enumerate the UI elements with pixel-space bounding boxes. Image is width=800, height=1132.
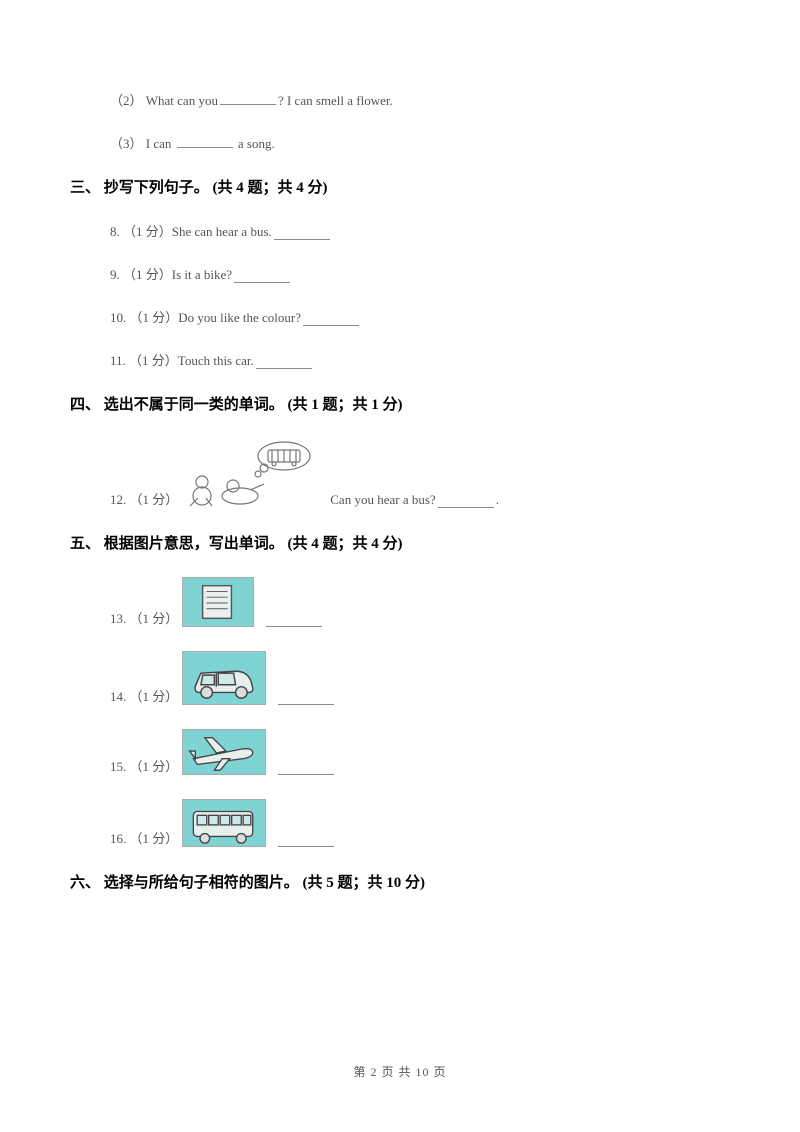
blank[interactable]: [274, 227, 330, 240]
sub-question-2: （2） What can you ? I can smell a flower.: [110, 90, 730, 109]
subq2-prefix: （2） What can you: [110, 93, 218, 108]
question-11: 11. （1 分） Touch this car.: [110, 350, 730, 369]
question-15: 15. （1 分）: [110, 729, 730, 775]
thumb-plane-icon: [182, 729, 266, 775]
q12-tail: .: [496, 492, 499, 508]
illustration-bus-thought: [178, 438, 318, 508]
section-3-heading: 三、 抄写下列句子。 (共 4 题；共 4 分): [70, 176, 730, 197]
q8-text: She can hear a bus.: [172, 224, 272, 240]
q10-text: Do you like the colour?: [178, 310, 301, 326]
q12-num: 12. （1 分）: [110, 489, 178, 508]
question-12: 12. （1 分）: [110, 438, 730, 508]
sub-question-3: （3） I can a song.: [110, 133, 730, 152]
thumb-bus-icon: [182, 799, 266, 847]
blank[interactable]: [278, 834, 334, 847]
blank[interactable]: [278, 762, 334, 775]
subq2-suffix: ? I can smell a flower.: [278, 93, 393, 108]
thumb-book-icon: [182, 577, 254, 627]
blank[interactable]: [266, 614, 322, 627]
q9-num: 9. （1 分）: [110, 264, 172, 283]
question-13: 13. （1 分）: [110, 577, 730, 627]
section-6-heading: 六、 选择与所给句子相符的图片。 (共 5 题；共 10 分): [70, 871, 730, 892]
question-16: 16. （1 分）: [110, 799, 730, 847]
blank[interactable]: [256, 356, 312, 369]
blank[interactable]: [177, 135, 233, 148]
q8-num: 8. （1 分）: [110, 221, 172, 240]
blank[interactable]: [220, 92, 276, 105]
q12-text: Can you hear a bus?: [330, 492, 435, 508]
q14-num: 14. （1 分）: [110, 686, 178, 705]
question-8: 8. （1 分） She can hear a bus.: [110, 221, 730, 240]
question-14: 14. （1 分）: [110, 651, 730, 705]
thumb-car-icon: [182, 651, 266, 705]
q16-num: 16. （1 分）: [110, 828, 178, 847]
q11-num: 11. （1 分）: [110, 350, 178, 369]
q10-num: 10. （1 分）: [110, 307, 178, 326]
blank[interactable]: [234, 270, 290, 283]
blank[interactable]: [438, 495, 494, 508]
q11-text: Touch this car.: [178, 353, 254, 369]
question-10: 10. （1 分） Do you like the colour?: [110, 307, 730, 326]
question-9: 9. （1 分） Is it a bike?: [110, 264, 730, 283]
q15-num: 15. （1 分）: [110, 756, 178, 775]
blank[interactable]: [303, 313, 359, 326]
subq3-suffix: a song.: [235, 136, 275, 151]
section-5-heading: 五、 根据图片意思，写出单词。 (共 4 题；共 4 分): [70, 532, 730, 553]
blank[interactable]: [278, 692, 334, 705]
page-footer: 第 2 页 共 10 页: [0, 1063, 800, 1080]
q13-num: 13. （1 分）: [110, 608, 178, 627]
subq3-prefix: （3） I can: [110, 136, 175, 151]
page-content: （2） What can you? I can smell a flower. …: [0, 0, 800, 892]
section-4-heading: 四、 选出不属于同一类的单词。 (共 1 题；共 1 分): [70, 393, 730, 414]
q9-text: Is it a bike?: [172, 267, 232, 283]
